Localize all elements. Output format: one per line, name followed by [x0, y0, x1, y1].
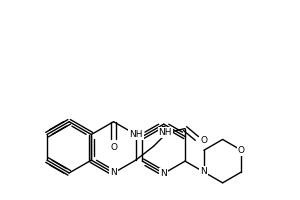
Text: N: N — [160, 169, 167, 178]
Text: NH: NH — [129, 130, 142, 139]
Text: O: O — [238, 146, 245, 155]
Text: O: O — [200, 136, 207, 145]
Text: N: N — [200, 167, 207, 176]
Text: N: N — [110, 168, 117, 177]
Text: O: O — [110, 143, 117, 152]
Text: NH: NH — [159, 128, 172, 137]
